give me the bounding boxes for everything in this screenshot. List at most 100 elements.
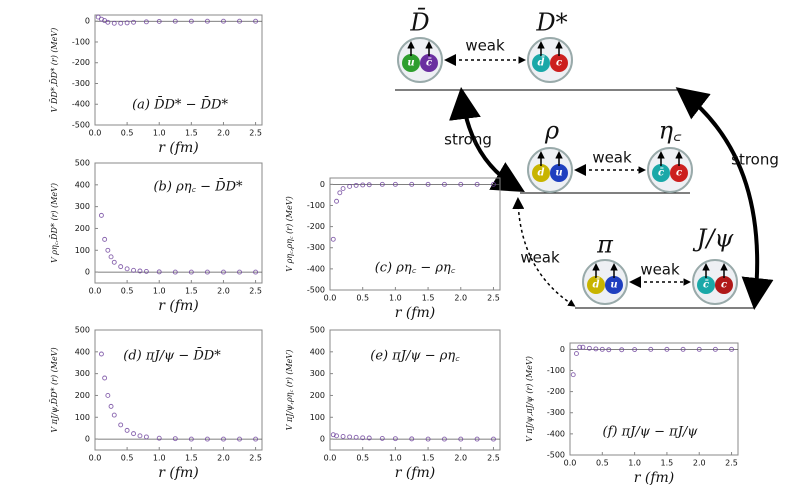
panel-label: (c) ρη꜀ − ρη꜀ [375,261,456,276]
data-point [105,247,111,253]
data-point [648,346,654,352]
panel-label: (f) πJ/ψ − πJ/ψ [603,425,699,440]
quark [550,164,568,182]
quark [420,54,438,72]
plot-frame [94,14,263,126]
x-tick-label: 1.0 [153,129,166,138]
plot-frame [94,162,263,284]
y-tick-label: 0 [85,268,90,277]
data-point [237,269,242,275]
data-point [425,181,431,187]
quark-label: d [538,168,545,179]
data-point [131,431,136,437]
data-point [586,345,592,351]
x-tick-label: 2.0 [217,287,230,296]
data-point [124,427,130,433]
x-tick-label: 1.5 [422,454,435,463]
data-point [111,412,117,418]
y-tick-label: -200 [307,222,325,231]
strong-arrow [449,87,525,193]
x-axis-label: r (fm) [158,140,199,156]
data-point [221,436,226,442]
x-tick-label: 2.5 [487,294,500,303]
data-point [143,434,149,440]
quark-label: u [555,168,562,179]
data-point [347,184,353,189]
particle-label: π [596,231,614,259]
x-tick-label: 0.0 [564,459,577,468]
y-tick-label: -500 [307,286,325,295]
quark [670,164,688,182]
x-tick-label: 2.5 [249,129,262,138]
data-point [253,436,259,442]
x-tick-label: 2.5 [249,287,262,296]
y-tick-label: 400 [75,180,90,189]
data-point [204,18,210,24]
data-point [458,181,464,187]
y-tick-label: 100 [310,413,325,422]
data-point [712,346,718,352]
quark-label: u [407,58,414,69]
plot-frame [329,329,501,451]
data-point [409,436,415,442]
data-point [111,259,117,265]
quark [605,276,623,294]
data-point [580,344,586,350]
data-point [599,346,605,352]
data-point [474,181,480,187]
panel-label: (e) πJ/ψ − ρη꜀ [370,349,460,364]
data-point [118,264,124,270]
x-tick-label: 0.5 [121,454,134,463]
weak-arrow [512,197,576,307]
y-axis-label: V ρη꜀,ρη꜀ (r) (MeV) [285,196,294,272]
arrow-label: weak [520,249,560,267]
data-point [330,236,336,242]
data-point [98,351,104,357]
panel-label: (a) D̄D* − D̄D* [132,96,228,112]
y-axis-label: V ρη꜀,D̄D* (r) (MeV) [50,183,59,263]
x-tick-label: 0.0 [324,294,337,303]
x-tick-label: 0.0 [89,287,102,296]
y-tick-label: 200 [75,224,90,233]
x-tick-label: 0.5 [356,454,369,463]
data-point [172,18,178,24]
data-point [340,186,346,192]
data-point [108,403,114,409]
y-axis-label: V πJ/ψ,D̄D* (r) (MeV) [50,347,59,432]
data-point [98,212,104,218]
data-point [137,268,143,274]
data-point [340,434,346,439]
quark-label: u [610,280,617,291]
quark-label: c [556,58,562,69]
y-axis-label: V D̄D*,D̄D* (r) (MeV) [50,28,59,113]
quark [587,276,605,294]
data-point [131,19,136,25]
y-tick-label: -300 [547,408,565,417]
x-tick-label: 2.0 [454,294,467,303]
panel-label: (d) πJ/ψ − D̄D* [123,347,221,363]
x-axis-label: r (fm) [158,298,199,314]
data-point [366,435,372,441]
x-tick-label: 1.5 [185,454,198,463]
data-point [118,422,124,428]
y-tick-label: 500 [75,326,90,335]
plot-frame [569,342,739,456]
data-point [188,269,194,275]
data-point [593,346,599,352]
arrow-label: strong [444,131,492,149]
data-point [111,20,117,26]
arrow-label: weak [640,261,680,279]
data-point [204,269,210,275]
x-tick-label: 0.5 [356,294,369,303]
data-point [253,18,259,24]
x-tick-label: 2.5 [725,459,738,468]
x-tick-label: 1.0 [389,294,402,303]
y-tick-label: -300 [307,243,325,252]
data-point [360,182,366,188]
data-point [137,433,143,439]
x-tick-label: 1.0 [628,459,641,468]
diagram: D̄ D* ρ η꜀ π J/ψ weak weak weak strong s… [395,8,779,310]
y-tick-label: -200 [72,58,90,67]
data-point [619,347,625,353]
quark-label: c̄ [703,280,709,291]
